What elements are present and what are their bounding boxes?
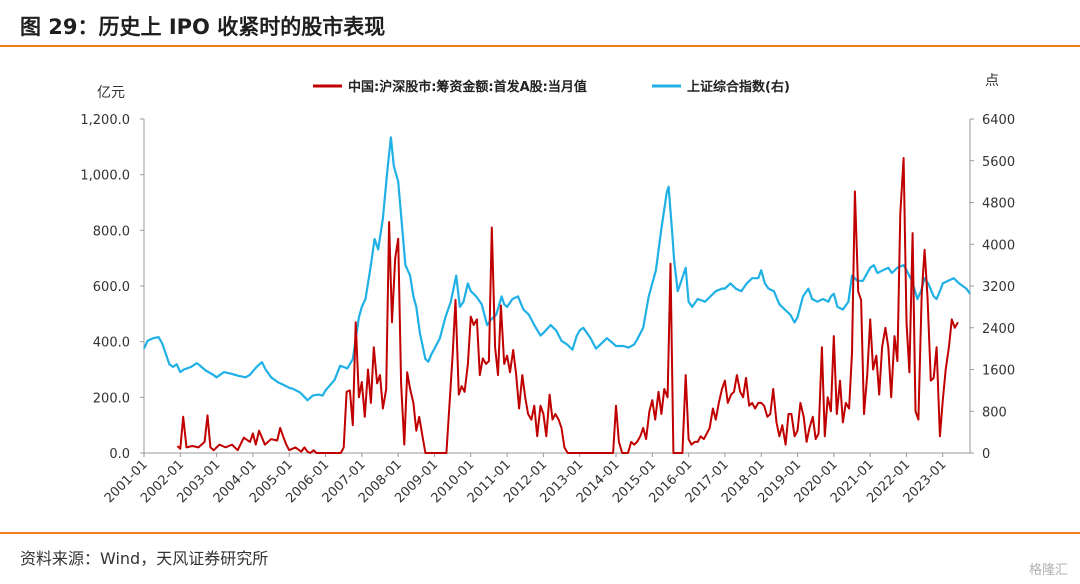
left-tick-label: 1,200.0 xyxy=(80,113,130,128)
legend-label-ipo: 中国:沪深股市:筹资金额:首发A股:当月值 xyxy=(348,79,587,95)
right-tick-label: 800 xyxy=(982,405,1007,420)
right-tick-label: 0 xyxy=(982,447,990,462)
right-tick-label: 5600 xyxy=(982,155,1015,170)
left-tick-label: 800.0 xyxy=(93,224,130,239)
series-layer xyxy=(143,136,971,454)
right-tick-label: 6400 xyxy=(982,113,1015,128)
right-tick-label: 2400 xyxy=(982,322,1015,337)
right-tick-label: 4800 xyxy=(982,197,1015,212)
footer-rule xyxy=(0,532,1080,534)
watermark-logo: 格隆汇 xyxy=(1028,563,1068,578)
left-tick-label: 1,000.0 xyxy=(80,169,130,184)
title-rule xyxy=(0,45,1080,47)
series-line-ipo-amount xyxy=(176,157,959,454)
legend: 中国:沪深股市:筹资金额:首发A股:当月值 上证综合指数(右) xyxy=(313,79,790,95)
dual-axis-line-chart: 0.0 200.0 400.0 600.0 800.0 1,000.0 1,200.0 0 80… xyxy=(80,73,1015,506)
left-tick-label: 200.0 xyxy=(93,391,130,406)
legend-label-index: 上证综合指数(右) xyxy=(687,79,790,95)
series-line-sse-index xyxy=(143,136,971,402)
source-note: 资料来源：Wind，天风证券研究所 xyxy=(20,549,269,568)
right-tick-label: 1600 xyxy=(982,364,1015,379)
right-axis-unit: 点 xyxy=(985,73,999,89)
figure-title: 图 29：历史上 IPO 收紧时的股市表现 xyxy=(20,15,386,39)
right-tick-label: 4000 xyxy=(982,238,1015,253)
left-tick-label: 0.0 xyxy=(109,447,130,462)
left-tick-label: 600.0 xyxy=(93,280,130,295)
left-axis-unit: 亿元 xyxy=(97,85,125,101)
axes-layer: 0.0 200.0 400.0 600.0 800.0 1,000.0 1,200.0 0 80… xyxy=(80,113,1015,506)
left-tick-label: 400.0 xyxy=(93,336,130,351)
right-tick-label: 3200 xyxy=(982,280,1015,295)
